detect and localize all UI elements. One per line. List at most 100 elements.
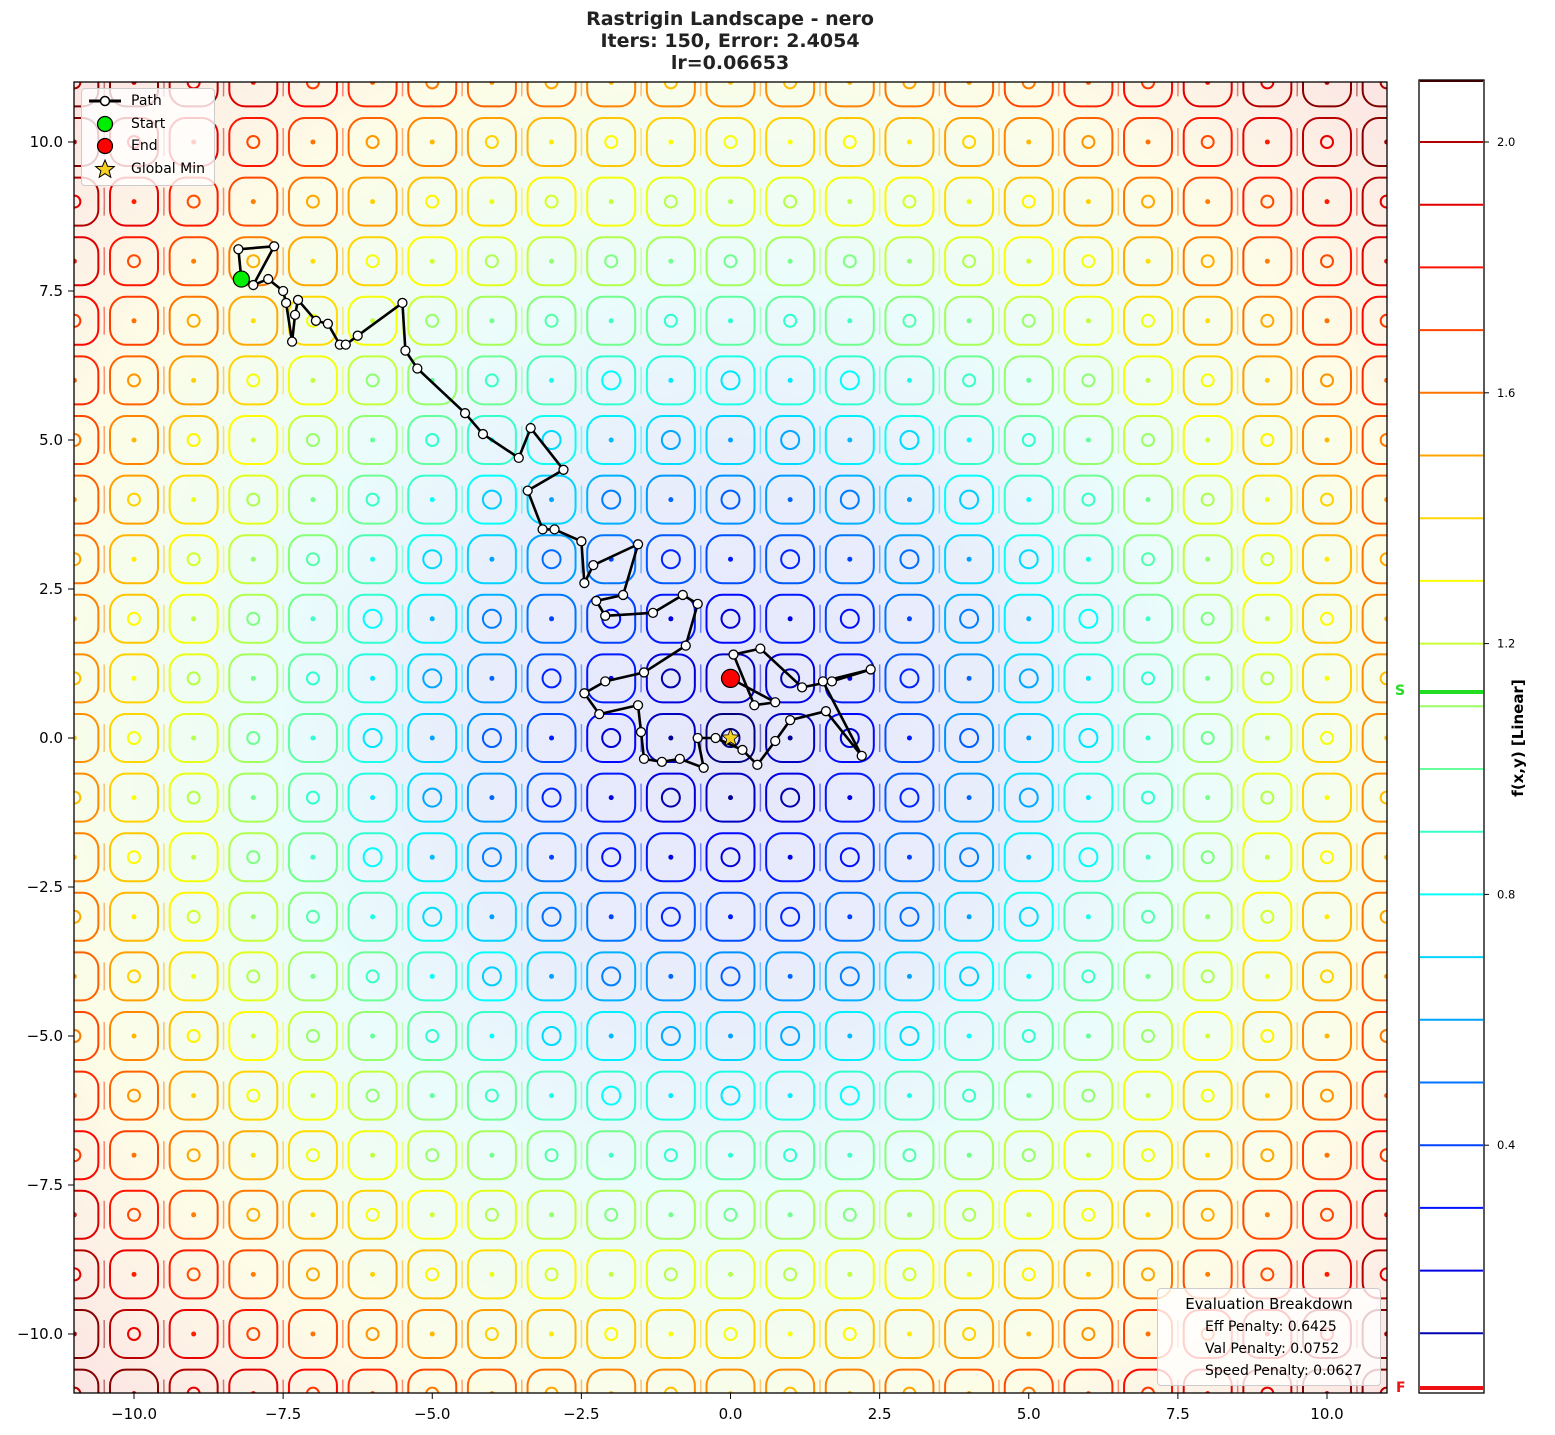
path-point [477, 428, 489, 440]
path-point [522, 485, 533, 496]
path-point [865, 664, 876, 675]
path-point [459, 408, 471, 419]
path-point [600, 610, 611, 621]
title-line-1: Rastrigin Landscape - nero [586, 8, 874, 30]
path-point [710, 732, 721, 744]
legend-label-global-min: Global Min [131, 161, 205, 177]
colorbar-tick-label: 0.8 [1497, 887, 1515, 901]
colorbar-levels [1420, 80, 1483, 1390]
path-point [292, 294, 304, 306]
evaluation-title: Evaluation Breakdown [1185, 1295, 1353, 1313]
colorbar-final-marker: F [1396, 1380, 1406, 1396]
path-point [692, 732, 703, 744]
path-point [638, 667, 650, 678]
chart-title: Rastrigin Landscape - nero Iters: 150, E… [430, 8, 1030, 74]
end-circle-icon [96, 137, 114, 155]
x-tick-label: 2.5 [868, 1405, 892, 1423]
path-point [856, 750, 867, 762]
path-point [233, 244, 244, 255]
speed-penalty: Speed Penalty: 0.0627 [1205, 1363, 1363, 1379]
path-point [698, 762, 709, 773]
path-point [579, 577, 590, 589]
path-point [638, 753, 650, 765]
x-tick-label: 7.5 [1166, 1405, 1190, 1423]
path-point [796, 682, 808, 693]
path-point [588, 560, 599, 571]
path-point [817, 676, 829, 687]
optimizer-path [232, 241, 876, 773]
y-tick-label: −5.0 [27, 1027, 63, 1045]
path-point [352, 330, 363, 341]
end-marker [720, 668, 741, 689]
path-point [617, 589, 629, 601]
path-point [286, 336, 298, 347]
path-point [820, 706, 832, 717]
colorbar: 2.0 1.6 1.2 0.8 0.4 [1418, 79, 1515, 1394]
path-point [755, 643, 766, 654]
colorbar-tick-label: 0.4 [1497, 1138, 1515, 1152]
x-tick-label: 5.0 [1017, 1405, 1041, 1423]
x-tick-label: 0.0 [719, 1405, 743, 1423]
colorbar-frame [1418, 79, 1485, 1394]
path-point [576, 536, 587, 547]
path-point [591, 595, 602, 607]
star-icon [94, 158, 116, 179]
legend-label-start: Start [131, 116, 166, 132]
y-tick-label: 2.5 [39, 580, 63, 598]
path-point [397, 297, 408, 309]
path-point [280, 297, 292, 309]
colorbar-tick-label: 1.2 [1497, 637, 1515, 651]
path-point [263, 273, 274, 285]
path-point [785, 714, 796, 726]
evaluation-breakdown-box: Evaluation Breakdown Eff Penalty: 0.6425… [1157, 1288, 1381, 1386]
x-axis: −10.0 −7.5 −5.0 −2.5 0.0 2.5 5.0 7.5 10.0 [111, 1393, 1344, 1423]
path-point [525, 422, 536, 434]
path-point [400, 345, 411, 356]
path-point [269, 241, 280, 252]
y-tick-label: −7.5 [27, 1176, 63, 1194]
y-tick-label: −10.0 [17, 1325, 63, 1343]
path-point [289, 309, 301, 320]
legend-label-path: Path [131, 93, 162, 109]
path-point [513, 452, 524, 464]
path-point [674, 753, 685, 765]
y-tick-label: 7.5 [39, 282, 63, 300]
path-point [826, 676, 838, 687]
eff-penalty: Eff Penalty: 0.6425 [1205, 1319, 1337, 1335]
path-point [310, 315, 322, 326]
path-point [277, 285, 289, 297]
path-point [537, 524, 548, 535]
global-min-marker [720, 727, 741, 747]
path-point [680, 640, 691, 651]
path-point [322, 318, 334, 329]
x-tick-label: 10.0 [1310, 1405, 1343, 1423]
x-tick-label: −7.5 [265, 1405, 301, 1423]
y-tick-label: 5.0 [39, 431, 63, 449]
path-point [579, 688, 590, 699]
x-tick-label: −10.0 [111, 1405, 157, 1423]
path-point [692, 598, 703, 610]
x-tick-label: −2.5 [563, 1405, 599, 1423]
y-tick-label: 0.0 [39, 729, 63, 747]
legend-label-end: End [131, 138, 158, 154]
path-point [340, 339, 351, 350]
path-point [656, 756, 668, 767]
title-line-2: Iters: 150, Error: 2.4054 [600, 30, 860, 52]
path-point [752, 759, 763, 770]
path-point [728, 649, 739, 660]
colorbar-tick-label: 1.6 [1497, 386, 1515, 400]
y-tick-label: 10.0 [30, 133, 63, 151]
val-penalty: Val Penalty: 0.0752 [1205, 1341, 1340, 1357]
colorbar-tick-label: 2.0 [1497, 135, 1515, 149]
start-circle-icon [96, 115, 114, 133]
path-point [558, 464, 569, 475]
path-point [737, 744, 748, 756]
path-point [412, 363, 423, 374]
path-point [549, 524, 560, 535]
path-point [594, 709, 605, 720]
y-axis: 10.0 7.5 5.0 2.5 0.0 −2.5 −5.0 −7.5 −10.0 [17, 133, 74, 1343]
path-point [749, 700, 760, 711]
path-point [248, 279, 259, 291]
path-point [632, 539, 644, 550]
